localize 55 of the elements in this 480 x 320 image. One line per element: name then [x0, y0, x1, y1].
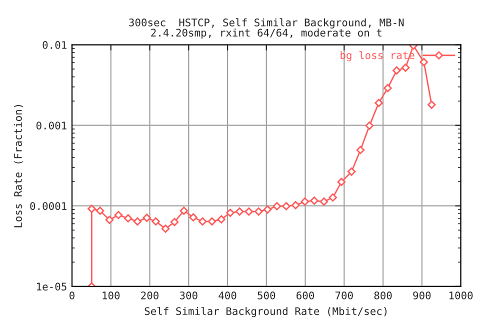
x-tick-label: 400 [218, 292, 236, 300]
x-tick-label: 500 [258, 292, 276, 300]
point [328, 193, 338, 202]
point [235, 207, 244, 216]
point [226, 208, 234, 217]
point [189, 213, 198, 222]
point [254, 207, 263, 216]
point [347, 168, 356, 176]
point [384, 84, 392, 92]
point [180, 206, 188, 215]
y-axis-title: Loss Rate (Fraction) [14, 105, 24, 228]
point [105, 216, 114, 224]
point [291, 201, 300, 210]
point [96, 206, 104, 215]
x-tick-label: 700 [335, 292, 353, 300]
y-tick-label: 0.01 [42, 41, 66, 49]
point [310, 196, 318, 205]
x-tick-label: 0 [70, 292, 74, 300]
point [337, 178, 346, 186]
y-tick-label: 0.0001 [30, 202, 66, 210]
point [170, 218, 179, 226]
point [208, 217, 216, 226]
x-tick-label: 100 [102, 292, 120, 300]
point [374, 98, 383, 108]
point [142, 214, 151, 222]
x-tick-label: 1000 [450, 292, 473, 300]
point [198, 217, 207, 226]
point [161, 224, 170, 233]
x-tick-label: 200 [141, 292, 158, 300]
point [428, 100, 436, 109]
point [392, 66, 401, 75]
point [152, 217, 160, 226]
point [263, 205, 272, 214]
point [217, 215, 226, 224]
x-axis-title: Self Similar Background Rate (Mbit/sec) [144, 306, 387, 318]
point [124, 214, 132, 222]
y-tick-label: 1e-05 [37, 282, 66, 291]
chart-title: 300sec HSTCP, Self Similar Background, MB-N 2.4.20smp, rxint 64/64, moderate on t [129, 18, 404, 39]
point [114, 210, 123, 220]
point [272, 202, 282, 210]
x-tick-label: 300 [180, 292, 198, 300]
point [282, 202, 290, 210]
y-tick-label: 0.001 [36, 122, 66, 130]
point [365, 122, 374, 130]
point [133, 217, 142, 226]
point [401, 64, 410, 72]
point [320, 197, 328, 206]
x-tick-label: 900 [413, 292, 431, 300]
point [420, 58, 428, 66]
point [244, 207, 254, 216]
x-tick-label: 600 [296, 292, 314, 300]
x-tick-label: 800 [374, 292, 392, 300]
point [356, 146, 365, 154]
point [300, 197, 310, 206]
point [88, 204, 96, 213]
